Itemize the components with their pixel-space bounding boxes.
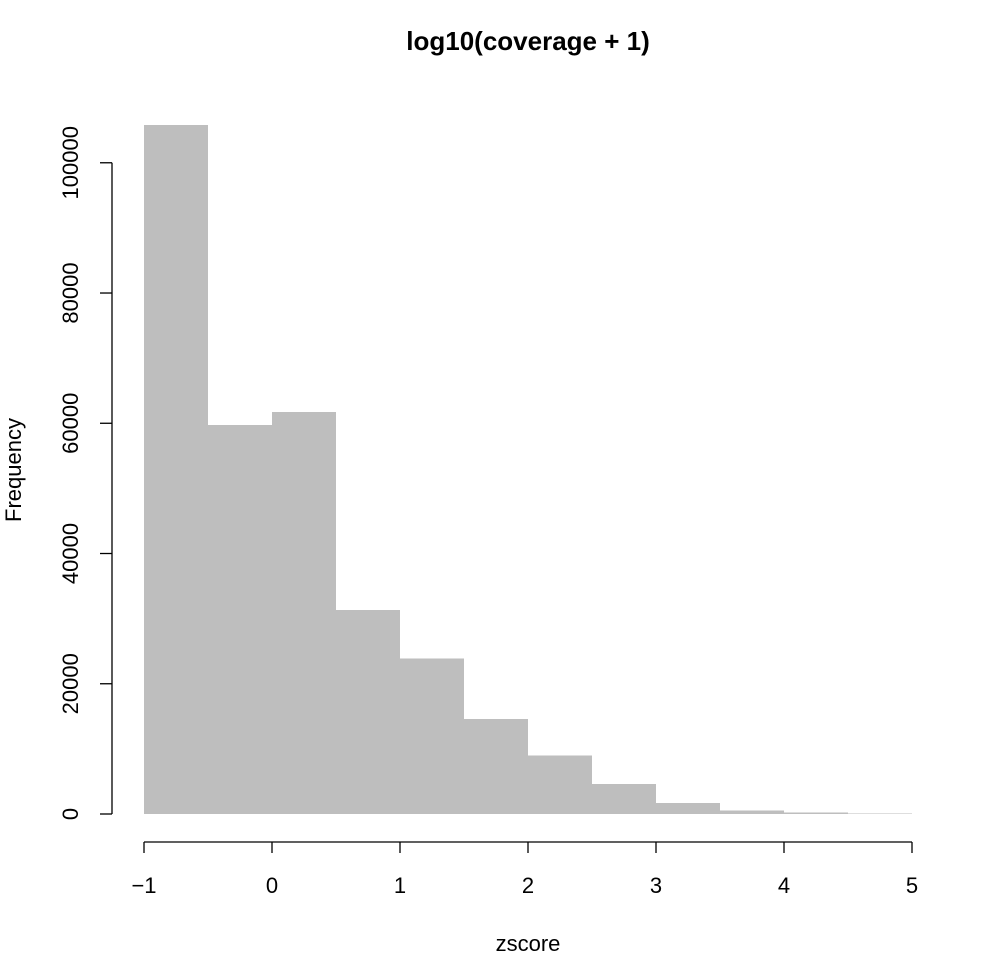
histogram-bar [784, 812, 848, 814]
chart-title: log10(coverage + 1) [406, 26, 650, 56]
x-tick-label: 2 [522, 873, 534, 898]
x-tick-label: 5 [906, 873, 918, 898]
x-axis: −1 0 1 2 3 4 5 [131, 841, 918, 898]
x-tick-label: 1 [394, 873, 406, 898]
histogram-bars [144, 125, 912, 814]
x-tick-label: −1 [131, 873, 156, 898]
y-tick-label: 60000 [58, 393, 83, 454]
histogram-bar [272, 412, 336, 814]
x-tick-label: 4 [778, 873, 790, 898]
y-tick-label: 20000 [58, 653, 83, 714]
histogram-bar [144, 125, 208, 814]
histogram-bar [848, 813, 912, 814]
y-tick-label: 100000 [58, 126, 83, 199]
histogram-bar [720, 810, 784, 814]
x-tick-label: 3 [650, 873, 662, 898]
histogram-bar [336, 610, 400, 814]
histogram-bar [400, 658, 464, 814]
histogram-bar [464, 718, 528, 814]
histogram-bar [528, 755, 592, 814]
x-tick-label: 0 [266, 873, 278, 898]
histogram-bar [656, 802, 720, 814]
y-tick-label: 0 [58, 808, 83, 820]
y-tick-label: 40000 [58, 523, 83, 584]
y-axis: 0 20000 40000 60000 80000 100000 [58, 126, 113, 820]
histogram-bar [592, 784, 656, 814]
y-tick-label: 80000 [58, 262, 83, 323]
histogram-bar [208, 425, 272, 814]
y-axis-label: Frequency [1, 418, 26, 522]
x-axis-label: zscore [496, 931, 561, 956]
